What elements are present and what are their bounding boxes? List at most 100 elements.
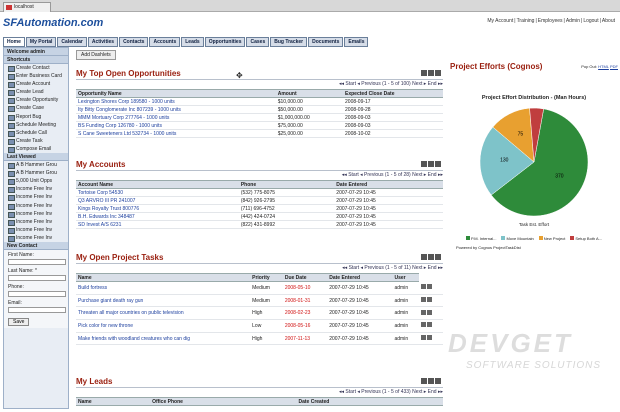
column-header[interactable]: Opportunity Name <box>76 89 276 98</box>
pager[interactable]: ◂◂ Start ◂ Previous (1 - 5 of 100) Next … <box>339 81 443 87</box>
close-icon[interactable] <box>426 284 432 290</box>
nav-tab-calendar[interactable]: Calendar <box>57 37 87 47</box>
pager[interactable]: ◂◂ Start ◂ Previous (1 - 5 of 11) Next ▸… <box>342 265 443 271</box>
column-header[interactable]: Date Entered <box>327 273 393 282</box>
close-icon[interactable] <box>435 70 441 76</box>
edit-icon[interactable] <box>421 161 427 167</box>
shortcut-item[interactable]: Create Contact <box>4 64 68 73</box>
nav-tab-emails[interactable]: Emails <box>344 37 369 47</box>
refresh-icon[interactable] <box>428 254 434 260</box>
close-icon[interactable] <box>426 309 432 315</box>
last-viewed-item[interactable]: Income Free Inv <box>4 193 68 202</box>
close-icon[interactable] <box>435 254 441 260</box>
nav-tab-opportunities[interactable]: Opportunities <box>204 37 246 47</box>
top-link-3[interactable]: Admin <box>565 18 580 24</box>
column-header[interactable]: User <box>392 273 419 282</box>
table-cell[interactable]: Q3 ARVRO III PR 241007 <box>76 196 239 206</box>
table-cell[interactable]: Build fortress <box>76 281 251 295</box>
pager[interactable]: ◂◂ Start ◂ Previous (1 - 5 of 28) Next ▸… <box>341 172 443 178</box>
close-icon[interactable] <box>426 322 432 328</box>
last-viewed-header[interactable]: Last Viewed <box>4 153 68 162</box>
close-icon[interactable] <box>435 161 441 167</box>
column-header[interactable]: Office Phone <box>150 397 297 406</box>
pager[interactable]: ◂◂ Start ◂ Previous (1 - 5 of 433) Next … <box>339 389 443 395</box>
close-icon[interactable] <box>435 378 441 384</box>
nav-tab-documents[interactable]: Documents <box>308 37 344 47</box>
last-name-field[interactable] <box>8 274 66 281</box>
table-cell[interactable]: Pick color for new throne <box>76 319 251 333</box>
column-header[interactable]: Expected Close Date <box>343 89 443 98</box>
column-header[interactable]: Due Date <box>282 273 328 282</box>
last-viewed-item[interactable]: Income Free Inv <box>4 185 68 194</box>
save-button[interactable]: Save <box>8 317 30 326</box>
shortcut-item[interactable]: Enter Business Card <box>4 72 68 81</box>
close-icon[interactable] <box>426 297 432 303</box>
table-cell[interactable]: BS Funding Corp 126780 - 1000 units <box>76 121 276 131</box>
shortcuts-header[interactable]: Shortcuts <box>4 56 68 64</box>
last-viewed-item[interactable]: A B Hammer Grou <box>4 169 68 178</box>
nav-tab-home[interactable]: Home <box>3 37 25 47</box>
refresh-icon[interactable] <box>428 70 434 76</box>
column-header[interactable]: Date Created <box>296 397 443 406</box>
top-link-0[interactable]: My Account <box>487 18 514 24</box>
edit-icon[interactable] <box>421 378 427 384</box>
top-link-1[interactable]: Training <box>516 18 535 24</box>
browser-tab[interactable]: localhost <box>3 2 51 12</box>
edit-icon[interactable] <box>420 284 426 290</box>
nav-tab-contacts[interactable]: Contacts <box>119 37 149 47</box>
nav-tab-my-portal[interactable]: My Portal <box>25 37 57 47</box>
shortcut-item[interactable]: Compose Email <box>4 145 68 154</box>
table-cell[interactable]: SD Invest A/S 6231 <box>76 220 239 230</box>
nav-tab-activities[interactable]: Activities <box>87 37 119 47</box>
last-viewed-item[interactable]: Income Free Inv <box>4 210 68 218</box>
column-header[interactable]: Amount <box>275 89 344 98</box>
shortcut-item[interactable]: Create Opportunity <box>4 96 68 105</box>
last-viewed-item[interactable]: Income Free Inv <box>4 234 68 242</box>
column-header[interactable]: Name <box>76 397 151 406</box>
shortcut-item[interactable]: Schedule Call <box>4 129 68 137</box>
top-link-4[interactable]: Logout <box>583 18 599 24</box>
shortcut-item[interactable]: Report Bug <box>4 113 68 121</box>
table-cell[interactable]: Threaten all major countries on public t… <box>76 306 251 321</box>
column-header[interactable]: Priority <box>250 273 283 282</box>
table-cell[interactable]: B.H. Edwards Inc 348487 <box>76 212 239 222</box>
refresh-icon[interactable] <box>428 378 434 384</box>
add-dashlets-button[interactable]: Add Dashlets <box>76 50 116 60</box>
shortcut-item[interactable]: Create Case <box>4 104 68 113</box>
edit-icon[interactable] <box>420 309 426 315</box>
table-cell[interactable]: Lexington Shores Corp 189580 - 1000 unit… <box>76 97 276 107</box>
email-field[interactable] <box>8 306 66 313</box>
table-cell[interactable]: Ity Bitty Conglomerate Inc 807239 - 1000… <box>76 105 276 115</box>
popout-pdf-link[interactable]: PDF <box>610 64 618 69</box>
popout-html-link[interactable]: HTML <box>598 64 609 69</box>
nav-tab-leads[interactable]: Leads <box>181 37 204 47</box>
shortcut-item[interactable]: Create Task <box>4 137 68 145</box>
last-viewed-item[interactable]: Income Free Inv <box>4 202 68 210</box>
column-header[interactable]: Date Entered <box>334 180 443 189</box>
close-icon[interactable] <box>426 335 432 341</box>
column-header[interactable]: Account Name <box>76 180 239 189</box>
first-name-field[interactable] <box>8 258 66 265</box>
brand-logo[interactable]: SFAutomation.com <box>3 17 104 29</box>
last-viewed-item[interactable]: Income Free Inv <box>4 218 68 226</box>
edit-icon[interactable] <box>421 70 427 76</box>
nav-tab-bug-tracker[interactable]: Bug Tracker <box>270 37 308 47</box>
last-viewed-item[interactable]: 5,000 Unit Opps <box>4 177 68 186</box>
last-viewed-item[interactable]: Income Free Inv <box>4 226 68 234</box>
refresh-icon[interactable] <box>428 161 434 167</box>
top-link-5[interactable]: About <box>601 18 615 24</box>
table-cell[interactable]: S Cane Sweeteners Ltd 532734 - 1000 unit… <box>76 129 276 139</box>
edit-icon[interactable] <box>420 335 426 341</box>
column-header[interactable]: Phone <box>238 180 335 189</box>
shortcut-item[interactable]: Schedule Meeting <box>4 121 68 129</box>
shortcut-item[interactable]: Create Lead <box>4 88 68 97</box>
column-header[interactable]: Name <box>76 273 251 282</box>
top-link-2[interactable]: Employees <box>537 18 563 24</box>
nav-tab-cases[interactable]: Cases <box>246 37 270 47</box>
table-cell[interactable]: Tortoise Corp 54530 <box>76 188 239 198</box>
table-cell[interactable]: Kings Royalty Trust 800776 <box>76 204 239 214</box>
table-cell[interactable]: MMM Mortuary Corp 277764 - 1000 units <box>76 113 276 123</box>
nav-tab-accounts[interactable]: Accounts <box>149 37 181 47</box>
last-viewed-item[interactable]: A B Hammer Grou <box>4 161 68 170</box>
phone-field[interactable] <box>8 290 66 297</box>
